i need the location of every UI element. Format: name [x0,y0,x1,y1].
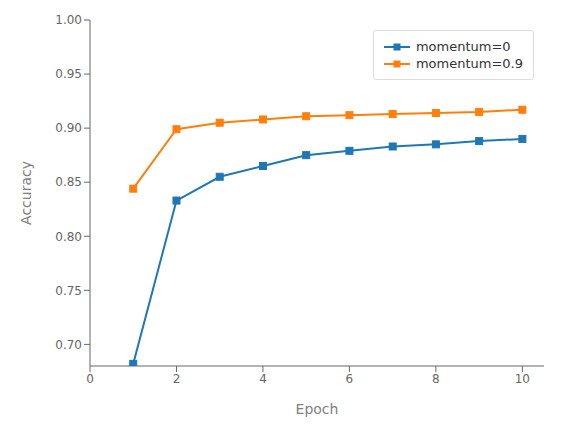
svg-text:0: 0 [86,372,94,386]
svg-text:0.85: 0.85 [55,175,82,189]
svg-text:0.95: 0.95 [55,67,82,81]
svg-text:Epoch: Epoch [296,401,339,417]
html-text:momentum=0.9: momentum=0.9 [415,56,523,71]
svg-text:1.00: 1.00 [55,13,82,27]
svg-text:0.80: 0.80 [55,230,82,244]
svg-text:0.70: 0.70 [55,338,82,352]
svg-text:6: 6 [346,372,354,386]
svg-text:0.90: 0.90 [55,121,82,135]
svg-text:8: 8 [432,372,440,386]
svg-text:0.75: 0.75 [55,284,82,298]
html-text:momentum=0: momentum=0 [415,39,511,54]
svg-text:2: 2 [173,372,181,386]
svg-text:10: 10 [515,372,530,386]
svg-text:Accuracy: Accuracy [18,161,34,225]
svg-text:4: 4 [259,372,267,386]
